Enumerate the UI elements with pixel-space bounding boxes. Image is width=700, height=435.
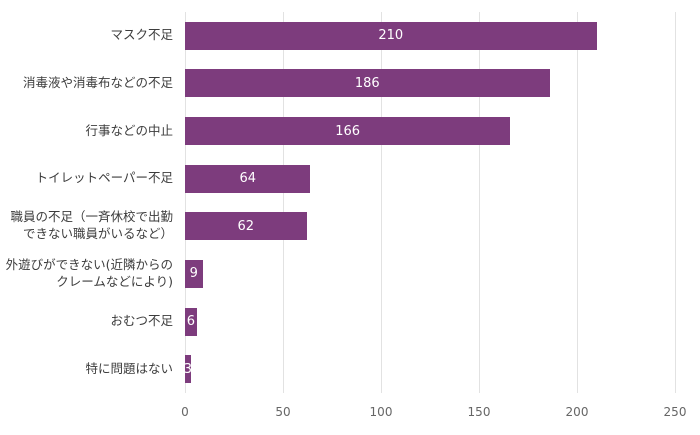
category-label: マスク不足: [110, 27, 173, 43]
category-label: 職員の不足（一斉休校で出勤できない職員がいるなど）: [10, 209, 173, 242]
bar-track: 6: [185, 307, 675, 336]
bar-row: マスク不足 210: [0, 12, 675, 60]
x-tick-label: 100: [369, 405, 393, 419]
gridline: [185, 12, 186, 393]
bar-track: 64: [185, 164, 675, 193]
bar-track: 9: [185, 259, 675, 288]
x-tick-label: 250: [663, 405, 687, 419]
bar[interactable]: 186: [185, 69, 550, 98]
bar-row: 特に問題はない 3: [0, 345, 675, 393]
category-label: おむつ不足: [110, 313, 173, 329]
bar-track: 210: [185, 21, 675, 50]
gridline: [675, 12, 676, 393]
gridline: [479, 12, 480, 393]
bar-rows: マスク不足 210 消毒液や消毒布などの不足 186 行事などの中止 166 トイレットペー…: [0, 12, 675, 393]
bar[interactable]: 3: [183, 355, 193, 384]
bar-value-label: 62: [237, 218, 255, 234]
bar-value-label: 186: [354, 75, 380, 91]
bar-row: 消毒液や消毒布などの不足 186: [0, 60, 675, 108]
x-axis: 0 50 100 150 200 250: [181, 405, 686, 421]
bar-value-label: 166: [335, 123, 361, 139]
bar-value-label: 64: [239, 171, 256, 187]
category-label: 行事などの中止: [85, 122, 173, 138]
bar-row: 行事などの中止 166: [0, 107, 675, 155]
x-tick-label: 150: [467, 405, 491, 419]
bar-track: 62: [185, 212, 675, 241]
x-tick-label: 0: [181, 405, 189, 419]
gridline: [283, 12, 284, 393]
category-label: 消毒液や消毒布などの不足: [22, 75, 173, 90]
x-tick-label: 200: [565, 405, 589, 419]
bar-track: 186: [185, 69, 675, 98]
bar[interactable]: 6: [185, 307, 197, 336]
gridline: [381, 12, 382, 393]
category-label: トイレットペーパー不足: [35, 170, 173, 186]
bar-row: 職員の不足（一斉休校で出勤できない職員がいるなど） 62: [0, 203, 675, 251]
bar-row: トイレットペーパー不足 64: [0, 155, 675, 203]
bar[interactable]: 62: [185, 212, 307, 241]
bar-value-label: 9: [189, 266, 198, 282]
bar[interactable]: 64: [185, 164, 311, 193]
plot-area: [185, 12, 676, 393]
bar-row: 外遊びができない(近隣からのクレームなどにより) 9: [0, 250, 675, 298]
bar[interactable]: 9: [185, 259, 203, 288]
bar-track: 166: [185, 117, 675, 146]
bar-track: 3: [183, 355, 675, 384]
gridline: [577, 12, 578, 393]
bar-value-label: 210: [378, 28, 404, 44]
bar[interactable]: 210: [185, 21, 597, 50]
x-tick-label: 50: [275, 405, 291, 419]
category-label: 外遊びができない(近隣からのクレームなどにより): [5, 257, 173, 289]
bar[interactable]: 166: [185, 117, 511, 146]
category-label: 特に問題はない: [85, 360, 173, 376]
bar-value-label: 3: [183, 361, 193, 377]
bar-value-label: 6: [186, 314, 196, 330]
bar-row: おむつ不足 6: [0, 298, 675, 346]
